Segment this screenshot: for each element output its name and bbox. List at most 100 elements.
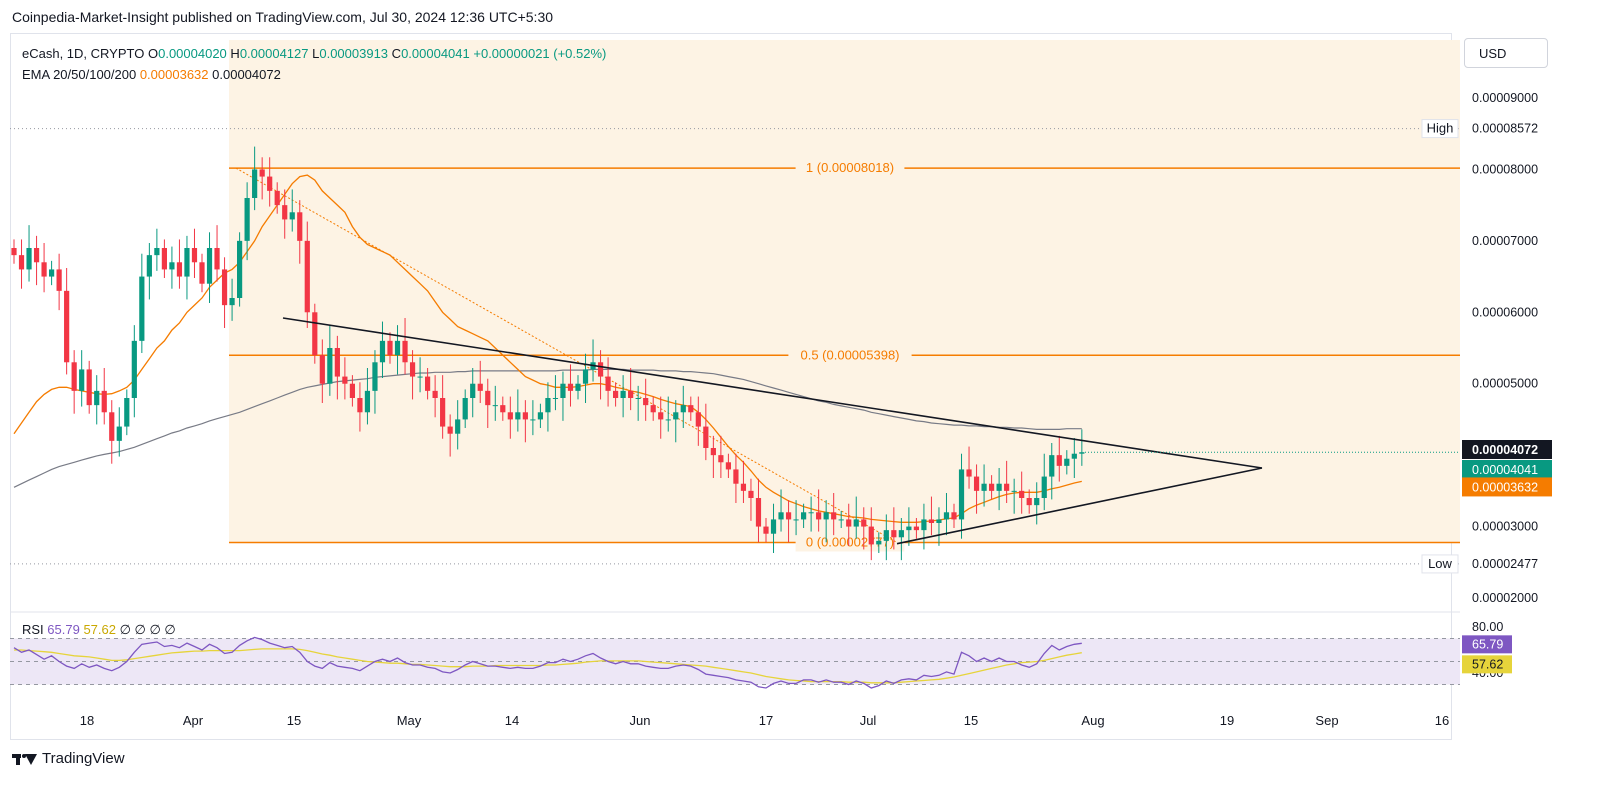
candle bbox=[470, 368, 476, 418]
candle bbox=[703, 403, 709, 461]
candle bbox=[522, 400, 528, 443]
candle bbox=[334, 335, 340, 400]
candle bbox=[620, 375, 626, 418]
time-tick: Jul bbox=[860, 713, 877, 728]
candle bbox=[229, 278, 235, 321]
candle bbox=[154, 228, 160, 271]
candle bbox=[763, 518, 769, 543]
price-tick: 0.00002000 bbox=[1472, 591, 1538, 605]
candle bbox=[906, 507, 912, 546]
candle bbox=[214, 225, 220, 282]
candle bbox=[891, 507, 897, 550]
candle bbox=[921, 503, 927, 550]
candle bbox=[1064, 450, 1070, 475]
price-axis[interactable]: 0.00009000 0.00008000 0.00007000 0.00006000… bbox=[1085, 91, 1552, 605]
fib-label-bg bbox=[788, 346, 912, 365]
candle bbox=[628, 368, 634, 411]
rsi-ma-line bbox=[14, 648, 1082, 684]
low-label: Low bbox=[1428, 556, 1452, 571]
candle bbox=[582, 353, 589, 403]
candle bbox=[139, 253, 145, 353]
time-tick: Aug bbox=[1081, 713, 1104, 728]
candlesticks bbox=[11, 146, 1085, 561]
candle bbox=[665, 396, 671, 432]
candle bbox=[785, 500, 792, 543]
candle bbox=[853, 496, 859, 539]
high-value: 0.00008572 bbox=[1472, 122, 1538, 136]
candle bbox=[658, 396, 664, 439]
high-label-bg bbox=[1421, 119, 1459, 139]
candle bbox=[387, 332, 393, 364]
candle bbox=[455, 400, 461, 450]
ema-slow-badge bbox=[1462, 440, 1552, 459]
candle bbox=[575, 375, 581, 400]
candle bbox=[613, 382, 619, 407]
candle bbox=[101, 368, 107, 425]
ema-label: EMA 20/50/100/200 bbox=[22, 67, 137, 82]
time-tick: 17 bbox=[759, 713, 773, 728]
symbol-name: eCash, 1D, CRYPTO bbox=[22, 46, 145, 61]
high-value-bg bbox=[1462, 119, 1552, 138]
last-price-badge-text: 0.00004041 bbox=[1472, 463, 1538, 477]
time-tick: Sep bbox=[1315, 713, 1338, 728]
candle bbox=[252, 146, 258, 211]
rsi-badge bbox=[1462, 635, 1512, 654]
candle bbox=[394, 325, 401, 375]
tradingview-logo[interactable]: TradingView bbox=[12, 750, 125, 767]
candle bbox=[733, 453, 739, 503]
candle bbox=[1019, 471, 1025, 514]
candle bbox=[861, 507, 867, 550]
currency-button[interactable]: USD bbox=[1464, 38, 1548, 68]
candle bbox=[680, 385, 686, 428]
time-tick: Jun bbox=[630, 713, 651, 728]
fibonacci-retracement[interactable]: 1 (0.00008018)0.5 (0.00005398)0 (0.00002… bbox=[10, 40, 1460, 565]
candle bbox=[56, 253, 62, 311]
candle bbox=[297, 200, 303, 264]
candle bbox=[18, 239, 25, 289]
candle bbox=[718, 435, 724, 478]
candle bbox=[244, 182, 250, 261]
candle bbox=[485, 378, 491, 428]
candle bbox=[199, 253, 205, 293]
candle bbox=[146, 243, 152, 300]
fib-trend-line bbox=[235, 167, 898, 543]
candle bbox=[778, 489, 784, 532]
candle bbox=[319, 339, 325, 403]
time-axis[interactable]: 18 Apr 15 May 14 Jun 17 Jul 15 Aug 19 Sep 16 bbox=[80, 713, 1449, 728]
candle bbox=[808, 496, 814, 532]
candle bbox=[883, 514, 889, 561]
candle bbox=[409, 350, 416, 400]
candle bbox=[966, 446, 972, 489]
candle bbox=[643, 378, 649, 421]
ema-fast-badge-text: 0.00003632 bbox=[1472, 480, 1538, 494]
candle bbox=[342, 357, 348, 400]
candle bbox=[432, 375, 438, 418]
rsi-ma-badge-text: 57.62 bbox=[1472, 657, 1503, 671]
candle bbox=[500, 396, 506, 421]
candle bbox=[635, 385, 641, 421]
high-label: H bbox=[230, 46, 240, 61]
candle bbox=[748, 478, 754, 521]
candle bbox=[26, 225, 32, 282]
candle bbox=[191, 228, 198, 278]
fib-zone bbox=[229, 40, 1460, 543]
triangle-drawing[interactable] bbox=[282, 317, 1263, 545]
candle bbox=[357, 382, 363, 432]
rsi-badge-text: 65.79 bbox=[1472, 637, 1503, 651]
candle bbox=[274, 182, 280, 214]
candle bbox=[1079, 429, 1085, 466]
rsi-line bbox=[13, 636, 1082, 689]
candle bbox=[425, 368, 431, 400]
candle bbox=[996, 468, 1002, 511]
candle bbox=[725, 453, 731, 478]
tradingview-brand: TradingView bbox=[42, 750, 125, 767]
candle bbox=[537, 403, 543, 428]
publisher-line: Coinpedia-Market-Insight published on Tr… bbox=[12, 9, 554, 25]
candle bbox=[372, 350, 378, 414]
candle bbox=[943, 493, 950, 536]
fib-label-bg bbox=[795, 533, 905, 552]
candle bbox=[402, 318, 408, 375]
candle bbox=[109, 400, 115, 464]
candle bbox=[507, 396, 513, 439]
